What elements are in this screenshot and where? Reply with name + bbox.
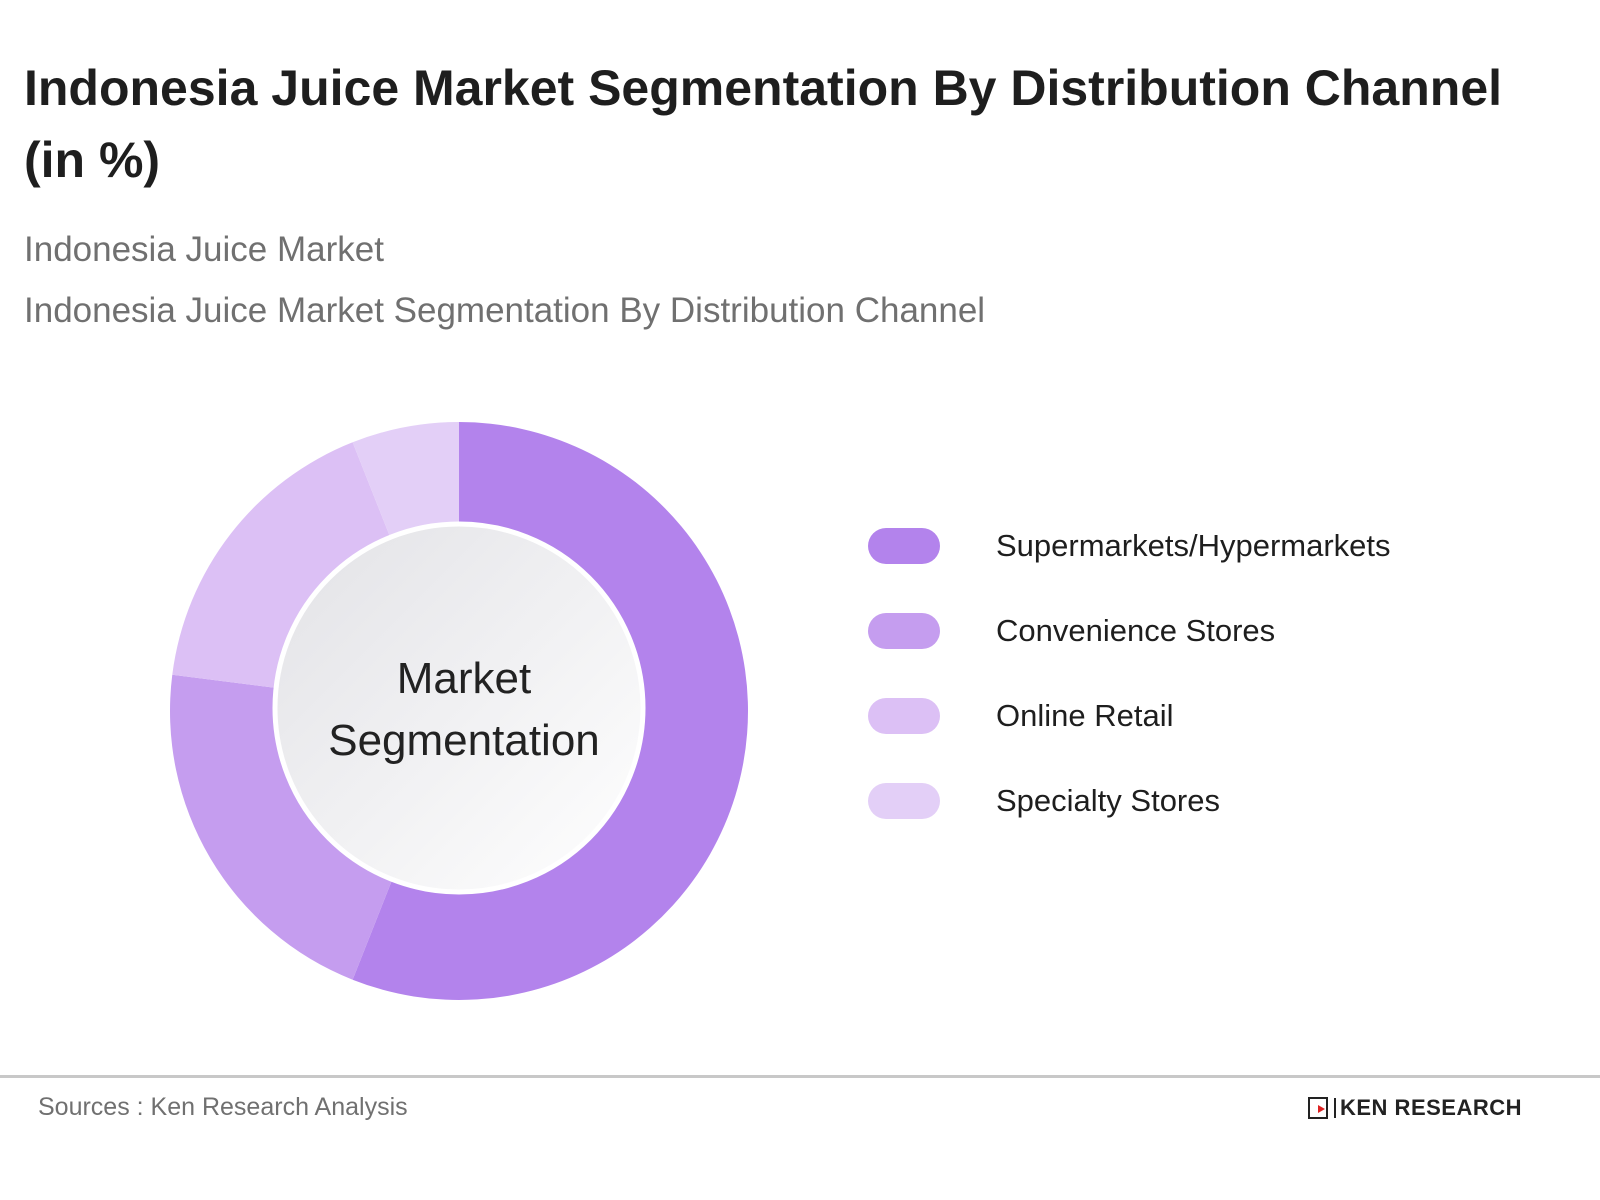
center-label-line-1: Market [396,654,532,703]
legend-label: Online Retail [996,698,1174,733]
legend-swatch [868,698,940,734]
legend-item-convenience[interactable]: Convenience Stores [868,613,1391,649]
slice-convenience-stores[interactable] [170,674,404,980]
logo-text: KEN RESEARCH [1334,1097,1522,1119]
legend-item-online[interactable]: Online Retail [868,698,1391,734]
legend-swatch [868,613,940,649]
subtitle-segmentation: Indonesia Juice Market Segmentation By D… [24,291,986,330]
slice-supermarkets-hypermarkets[interactable] [352,422,749,1000]
legend-label: Specialty Stores [996,783,1220,818]
center-label-line-2: Segmentation [328,716,600,765]
legend: Supermarkets/Hypermarkets Convenience St… [868,528,1391,868]
subtitle-market: Indonesia Juice Market [24,230,384,269]
legend-swatch [868,783,940,819]
center-label: Market Segmentation [299,648,629,772]
chart-title: Indonesia Juice Market Segmentation By D… [24,60,1503,188]
ken-research-logo: KEN RESEARCH [1308,1097,1522,1119]
logo-k-icon [1308,1097,1328,1119]
donut-center [272,521,646,895]
source-note: Sources : Ken Research Analysis [38,1093,408,1121]
legend-item-specialty[interactable]: Specialty Stores [868,783,1391,819]
footer-divider [0,1075,1600,1078]
legend-label: Supermarkets/Hypermarkets [996,528,1391,563]
legend-item-supermarkets[interactable]: Supermarkets/Hypermarkets [868,528,1391,564]
legend-label: Convenience Stores [996,613,1276,648]
legend-swatch [868,528,940,564]
slice-online-retail[interactable] [172,442,404,693]
